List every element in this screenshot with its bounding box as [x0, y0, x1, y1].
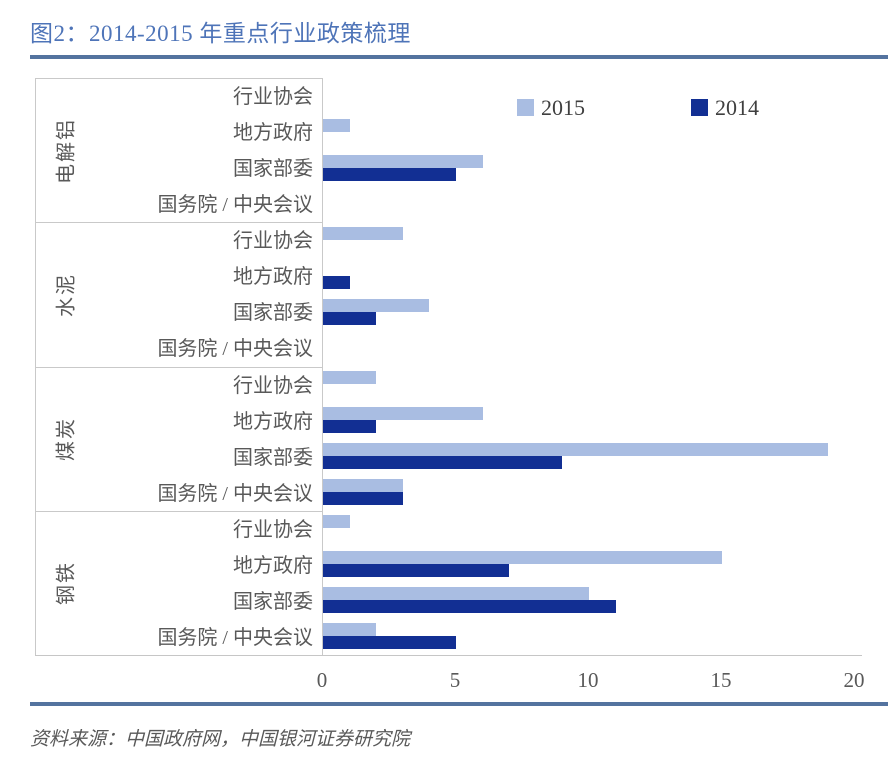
plot-row [323, 511, 863, 547]
bar-2015 [323, 443, 829, 457]
bar-2014 [323, 311, 377, 325]
bar-2015 [323, 515, 350, 529]
bar-2014 [323, 420, 377, 434]
legend-swatch-2014 [691, 99, 708, 116]
category-label: 行业协会 [233, 518, 313, 541]
legend-swatch-2015 [517, 99, 534, 116]
plot-row [323, 222, 863, 258]
category-label: 国务院 / 中央会议 [157, 626, 313, 649]
category-label: 地方政府 [233, 554, 313, 577]
legend-label-2015: 2015 [541, 95, 585, 120]
bar-2015 [323, 551, 722, 565]
bar-2015 [323, 623, 377, 637]
category-label: 国务院 / 中央会议 [157, 194, 313, 217]
category-axis-area: 电解铝 行业协会 地方政府 国家部委 国务院 / 中央会议 水泥 行业协会 地方政府 国家部委国… [35, 78, 323, 655]
x-tick-label: 10 [577, 668, 599, 692]
legend-label-2014: 2014 [715, 95, 759, 120]
axis-group-1: 水泥 行业协会 地方政府 国家部委 国务院 / 中央会议 [36, 222, 323, 366]
bar-2015 [323, 118, 350, 132]
legend-item-2015: 2015 [517, 95, 585, 120]
category-label: 国家部委 [233, 302, 313, 325]
bottom-axis-line [35, 655, 862, 656]
plot-row [323, 403, 863, 439]
category-label: 地方政府 [233, 122, 313, 145]
axis-group-3: 钢铁 行业协会 地方政府 国家部委 国务院 / 中央会议 [36, 510, 323, 655]
plot-group-3 [323, 511, 863, 655]
bar-2015 [323, 371, 377, 384]
bar-2015 [323, 154, 483, 168]
category-label: 国务院 / 中央会议 [157, 482, 313, 505]
bar-2015 [323, 479, 403, 493]
x-tick-label: 0 [316, 668, 328, 692]
plot-group-1 [323, 222, 863, 366]
legend-item-2014: 2014 [691, 95, 759, 120]
title-underline [30, 55, 888, 59]
axis-group-2: 煤炭 行业协会 地方政府 国家部委 国务院 / 中央会议 [36, 366, 323, 511]
plot-row [323, 547, 863, 583]
axis-group-0: 电解铝 行业协会 地方政府 国家部委 国务院 / 中央会议 [36, 78, 323, 222]
category-label: 行业协会 [233, 374, 313, 397]
category-label: 国家部委 [233, 158, 313, 181]
plot-row [323, 619, 863, 655]
value-axis-line [322, 78, 323, 655]
plot-group-0 [323, 78, 863, 222]
plot-row [323, 439, 863, 475]
bar-2015 [323, 298, 430, 312]
source-note: 资料来源：中国政府网，中国银河证券研究院 [30, 729, 411, 750]
x-tick-label: 20 [843, 668, 865, 692]
plot-row [323, 475, 863, 511]
plot-row [323, 330, 863, 366]
bar-2015 [323, 587, 589, 601]
bar-2014 [323, 564, 510, 578]
bar-2015 [323, 407, 483, 421]
plot-row [323, 186, 863, 222]
legend: 2015 2014 [517, 95, 759, 120]
x-tick-label: 5 [449, 668, 461, 692]
plot-row [323, 367, 863, 403]
plot-area [323, 78, 863, 655]
bar-2014 [323, 456, 563, 470]
x-axis-ticks: 0 5 10 15 20 [0, 668, 896, 698]
plot-row [323, 294, 863, 330]
bar-2014 [323, 492, 403, 506]
bar-2014 [323, 275, 350, 289]
category-label: 国家部委 [233, 590, 313, 613]
bottom-accent-rule [30, 702, 888, 706]
plot-row [323, 583, 863, 619]
bar-2014 [323, 636, 456, 650]
category-label: 国务院 / 中央会议 [157, 338, 313, 361]
plot-row [323, 114, 863, 150]
category-label: 行业协会 [233, 86, 313, 108]
plot-row [323, 150, 863, 186]
category-label: 地方政府 [233, 266, 313, 289]
bar-2014 [323, 600, 616, 614]
x-tick-label: 15 [710, 668, 732, 692]
bar-2014 [323, 167, 456, 181]
plot-row [323, 258, 863, 294]
plot-group-2 [323, 367, 863, 511]
chart-title: 图2：2014-2015 年重点行业政策梳理 [30, 21, 411, 46]
category-label: 地方政府 [233, 410, 313, 433]
category-label: 行业协会 [233, 230, 313, 253]
bar-2015 [323, 226, 403, 240]
category-label: 国家部委 [233, 446, 313, 469]
